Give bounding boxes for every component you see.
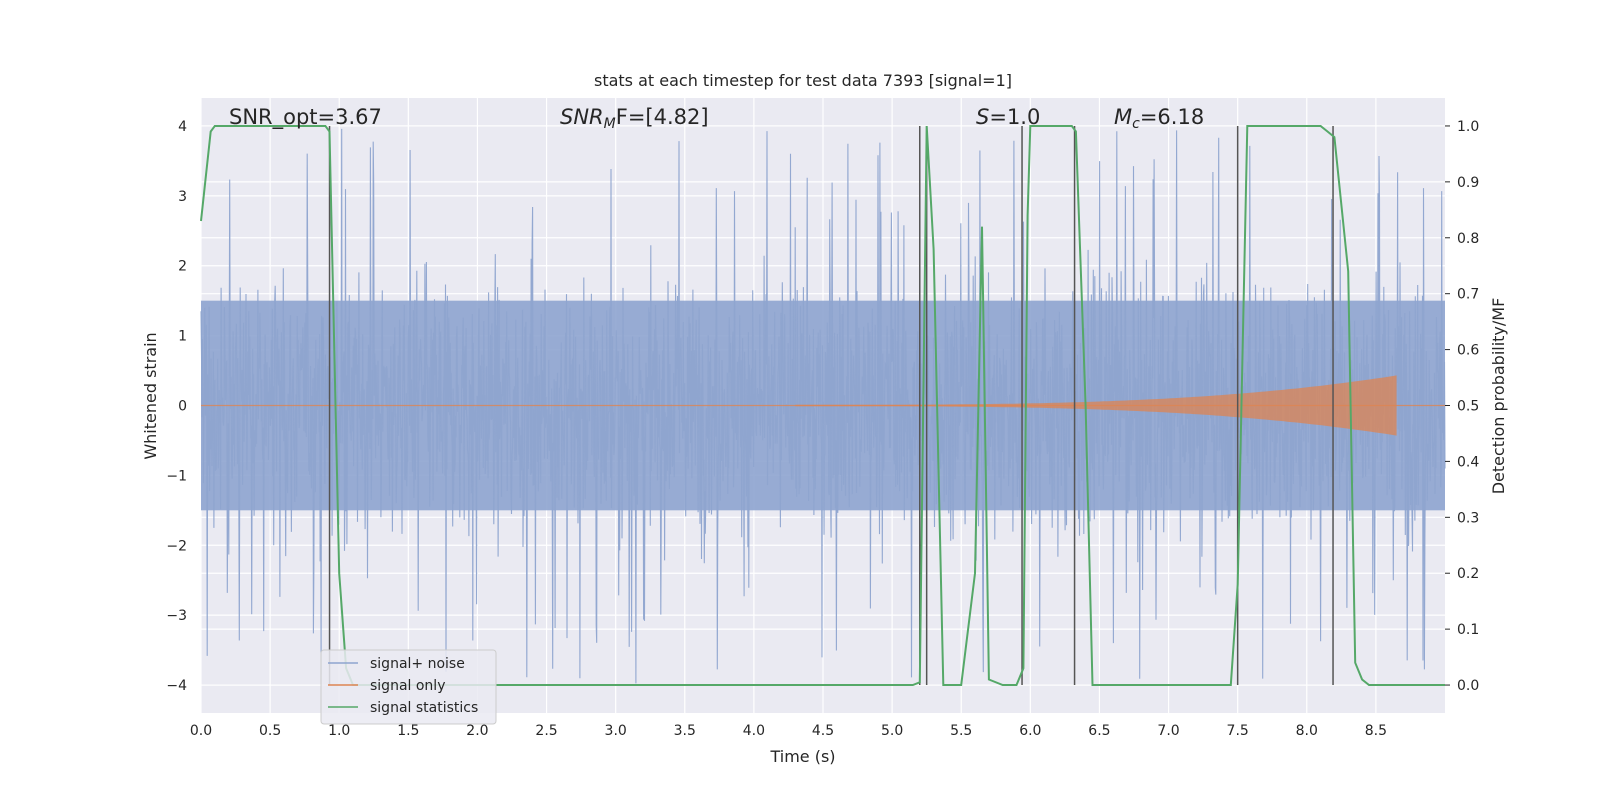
signal-statistics-line bbox=[200, 125, 1445, 686]
annotation-snr-mf: SNRMF=[4.82] bbox=[560, 105, 709, 132]
y-tick-label: −2 bbox=[166, 538, 187, 554]
x-tick-label: 0.5 bbox=[259, 723, 281, 739]
y-right-tick-label: 0.4 bbox=[1457, 454, 1479, 470]
x-tick-label: 3.0 bbox=[605, 723, 627, 739]
y-right-tick-label: 0.5 bbox=[1457, 399, 1479, 415]
chart-title: stats at each timestep for test data 739… bbox=[594, 71, 1012, 90]
x-tick-label: 2.5 bbox=[535, 723, 557, 739]
annotation-snr-mf-sub: M bbox=[604, 116, 616, 132]
annotation-snr-mf-rest: F=[4.82] bbox=[616, 105, 709, 129]
annotation-snr-opt: SNR_opt=3.67 bbox=[229, 105, 382, 130]
y-tick-label: 2 bbox=[178, 259, 187, 275]
y-tick-label: −4 bbox=[166, 678, 187, 694]
legend: signal+ noise signal only signal statist… bbox=[320, 649, 497, 725]
y-axis-ticks: −4 −3 −2 −1 0 1 2 3 4 bbox=[166, 119, 187, 694]
y-right-tick-label: 0.7 bbox=[1457, 287, 1479, 303]
annotation-snr-mf-base: SNR bbox=[560, 105, 604, 129]
y-right-tick-label: 1.0 bbox=[1457, 119, 1479, 135]
signal-statistics-series bbox=[200, 125, 1445, 686]
y-tick-label: 1 bbox=[178, 329, 187, 345]
x-tick-label: 8.0 bbox=[1296, 723, 1318, 739]
annotation-s-italic: S bbox=[976, 105, 989, 129]
y-axis-label: Whitened strain bbox=[141, 332, 160, 459]
x-tick-label: 4.0 bbox=[743, 723, 765, 739]
x-tick-label: 1.5 bbox=[397, 723, 419, 739]
x-tick-label: 7.0 bbox=[1157, 723, 1179, 739]
legend-label-signal-statistics: signal statistics bbox=[370, 700, 478, 716]
annotation-s-rest: =1.0 bbox=[989, 105, 1040, 129]
y-axis-right-ticks: 0.0 0.1 0.2 0.3 0.4 0.5 0.6 0.7 0.8 0.9 1.0 bbox=[1445, 119, 1479, 694]
y-tick-label: −1 bbox=[166, 468, 187, 484]
x-tick-label: 6.5 bbox=[1088, 723, 1110, 739]
y-tick-label: 0 bbox=[178, 399, 187, 415]
x-tick-label: 4.5 bbox=[812, 723, 834, 739]
annotation-mc-sub: c bbox=[1132, 116, 1140, 132]
x-tick-label: 5.5 bbox=[950, 723, 972, 739]
y-right-tick-label: 0.6 bbox=[1457, 343, 1479, 359]
y-right-tick-label: 0.1 bbox=[1457, 622, 1479, 638]
x-tick-label: 2.0 bbox=[466, 723, 488, 739]
x-tick-label: 7.5 bbox=[1227, 723, 1249, 739]
y-right-tick-label: 0.3 bbox=[1457, 510, 1479, 526]
y-right-tick-label: 0.8 bbox=[1457, 231, 1479, 247]
x-axis-label: Time (s) bbox=[769, 747, 835, 766]
y-right-tick-label: 0.2 bbox=[1457, 566, 1479, 582]
y-axis-right-label: Detection probability/MF bbox=[1489, 298, 1508, 495]
legend-label-signal-noise: signal+ noise bbox=[370, 656, 465, 672]
x-tick-label: 5.0 bbox=[881, 723, 903, 739]
y-right-tick-label: 0.0 bbox=[1457, 678, 1479, 694]
x-tick-label: 1.0 bbox=[328, 723, 350, 739]
y-right-tick-label: 0.9 bbox=[1457, 175, 1479, 191]
annotation-mc: Mc=6.18 bbox=[1114, 105, 1204, 132]
x-tick-label: 3.5 bbox=[674, 723, 696, 739]
legend-box bbox=[320, 649, 497, 725]
x-tick-label: 6.0 bbox=[1019, 723, 1041, 739]
annotation-mc-rest: =6.18 bbox=[1140, 105, 1204, 129]
y-tick-label: 4 bbox=[178, 119, 187, 135]
x-axis-ticks: 0.0 0.5 1.0 1.5 2.0 2.5 3.0 3.5 4.0 4.5 5.0 5.5 6.0 6… bbox=[190, 723, 1387, 739]
y-tick-label: −3 bbox=[166, 608, 187, 624]
y-tick-label: 3 bbox=[178, 189, 187, 205]
annotation-s: S=1.0 bbox=[976, 105, 1040, 129]
legend-label-signal-only: signal only bbox=[370, 678, 445, 694]
x-tick-label: 8.5 bbox=[1365, 723, 1387, 739]
annotation-mc-base: M bbox=[1114, 105, 1132, 129]
x-tick-label: 0.0 bbox=[190, 723, 212, 739]
